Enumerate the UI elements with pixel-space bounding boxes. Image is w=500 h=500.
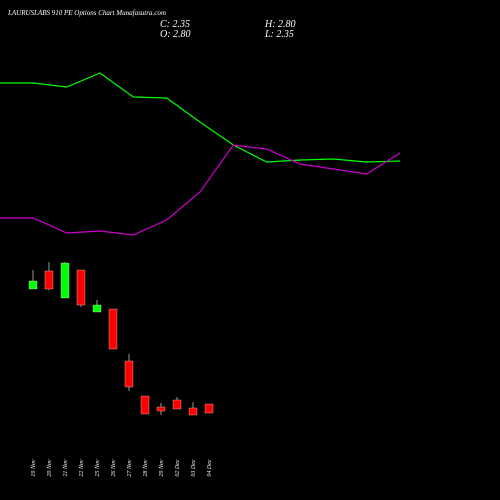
- high-text: H: 2.80: [264, 19, 296, 30]
- candle-body: [156, 406, 166, 412]
- indicator-line: [0, 72, 401, 163]
- x-tick-label: 27 Nov: [127, 459, 133, 477]
- x-tick-label: 29 Nov: [159, 459, 165, 477]
- x-tick-label: 22 Nov: [79, 459, 85, 477]
- x-tick-label: 21 Nov: [63, 459, 69, 477]
- x-tick-label: 03 Dec: [191, 459, 197, 476]
- x-tick-label: 25 Nov: [95, 459, 101, 477]
- x-tick-label: 20 Nov: [47, 459, 53, 477]
- candle-body: [28, 280, 38, 290]
- chart-title: LAURUSLABS 910 PE Options Chart Munafasu…: [7, 9, 166, 17]
- indicator-line: [0, 144, 401, 236]
- low-text: L: 2.35: [264, 29, 294, 40]
- x-tick-label: 28 Nov: [143, 459, 149, 477]
- candle-body: [44, 270, 54, 290]
- candle-body: [60, 262, 70, 299]
- x-tick-label: 02 Dec: [175, 459, 181, 476]
- open-text: O: 2.80: [160, 29, 191, 40]
- candle-body: [108, 308, 118, 350]
- candle-body: [124, 360, 134, 388]
- candle-body: [140, 395, 150, 415]
- candle-body: [172, 399, 182, 410]
- x-tick-label: 26 Nov: [111, 459, 117, 477]
- candle-body: [188, 407, 198, 416]
- x-tick-label: 04 Dec: [206, 459, 213, 476]
- close-text: C: 2.35: [160, 19, 190, 30]
- candle-body: [204, 403, 214, 414]
- candle-body: [92, 304, 102, 313]
- x-tick-label: 19 Nov: [31, 459, 37, 477]
- candle-body: [76, 269, 86, 306]
